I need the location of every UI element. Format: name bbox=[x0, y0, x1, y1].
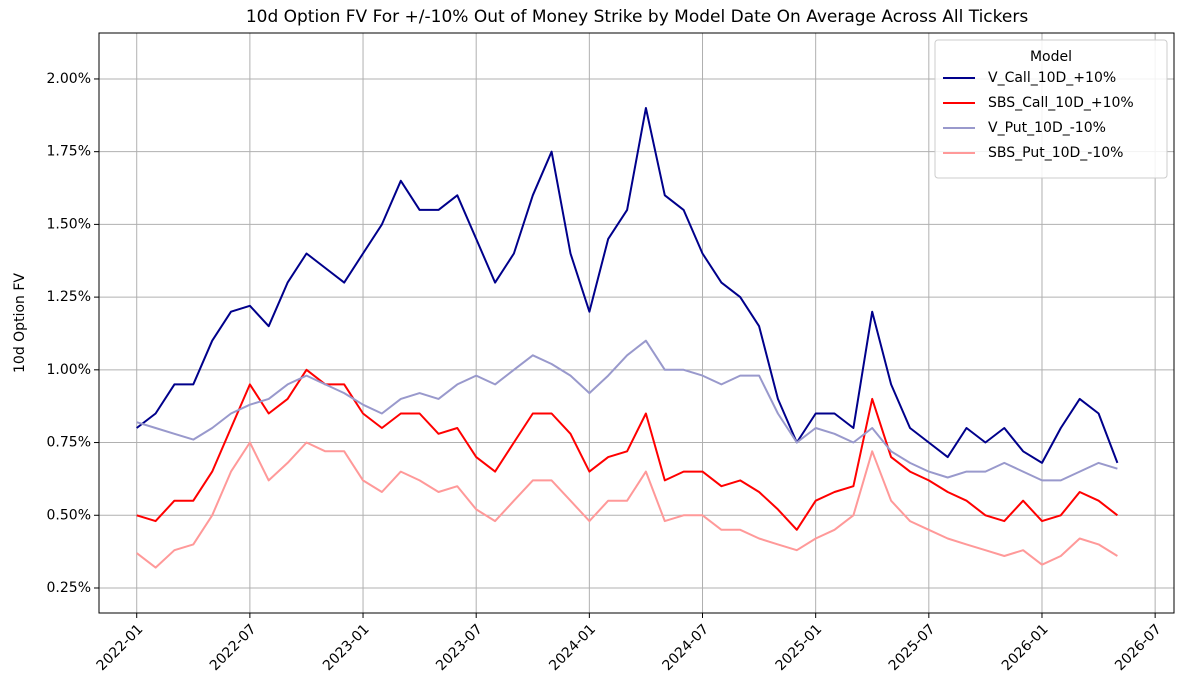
legend-label: SBS_Call_10D_+10% bbox=[988, 95, 1134, 111]
x-tick-label: 2025-07 bbox=[886, 621, 939, 674]
series-line bbox=[136, 107, 1119, 464]
y-tick-label: 0.50% bbox=[47, 507, 91, 523]
y-tick-label: 2.00% bbox=[47, 71, 91, 87]
y-tick-label: 0.75% bbox=[47, 435, 91, 451]
x-tick-label: 2022-01 bbox=[94, 621, 147, 674]
x-tick-label: 2026-01 bbox=[999, 621, 1052, 674]
chart-title: 10d Option FV For +/-10% Out of Money St… bbox=[246, 7, 1029, 27]
y-tick-label: 0.25% bbox=[47, 580, 91, 596]
series-line bbox=[136, 368, 1119, 531]
x-tick-label: 2024-01 bbox=[546, 621, 599, 674]
legend-box bbox=[934, 39, 1168, 179]
x-tick-label: 2023-01 bbox=[320, 621, 373, 674]
y-tick-label: 1.75% bbox=[47, 144, 91, 160]
x-tick-label: 2022-07 bbox=[207, 621, 260, 674]
x-tick-label: 2026-07 bbox=[1112, 621, 1165, 674]
legend-label: V_Call_10D_+10% bbox=[988, 70, 1116, 86]
legend-label: V_Put_10D_-10% bbox=[988, 120, 1106, 136]
x-tick-label: 2025-01 bbox=[773, 621, 826, 674]
y-tick-label: 1.00% bbox=[47, 362, 91, 378]
series-line bbox=[136, 339, 1118, 482]
legend-label: SBS_Put_10D_-10% bbox=[988, 145, 1123, 161]
series-line bbox=[136, 441, 1118, 569]
plot-frame bbox=[98, 32, 1175, 614]
y-axis-label: 10d Option FV bbox=[12, 273, 28, 373]
legend: Model V_Call_10D_+10% SBS_Call_10D_+10% V_P… bbox=[934, 39, 1168, 179]
x-tick-label: 2023-07 bbox=[433, 621, 486, 674]
y-tick-label: 1.25% bbox=[47, 289, 91, 305]
legend-title: Model bbox=[1030, 49, 1072, 65]
x-tick-label: 2024-07 bbox=[659, 621, 712, 674]
y-tick-label: 1.50% bbox=[47, 216, 91, 232]
